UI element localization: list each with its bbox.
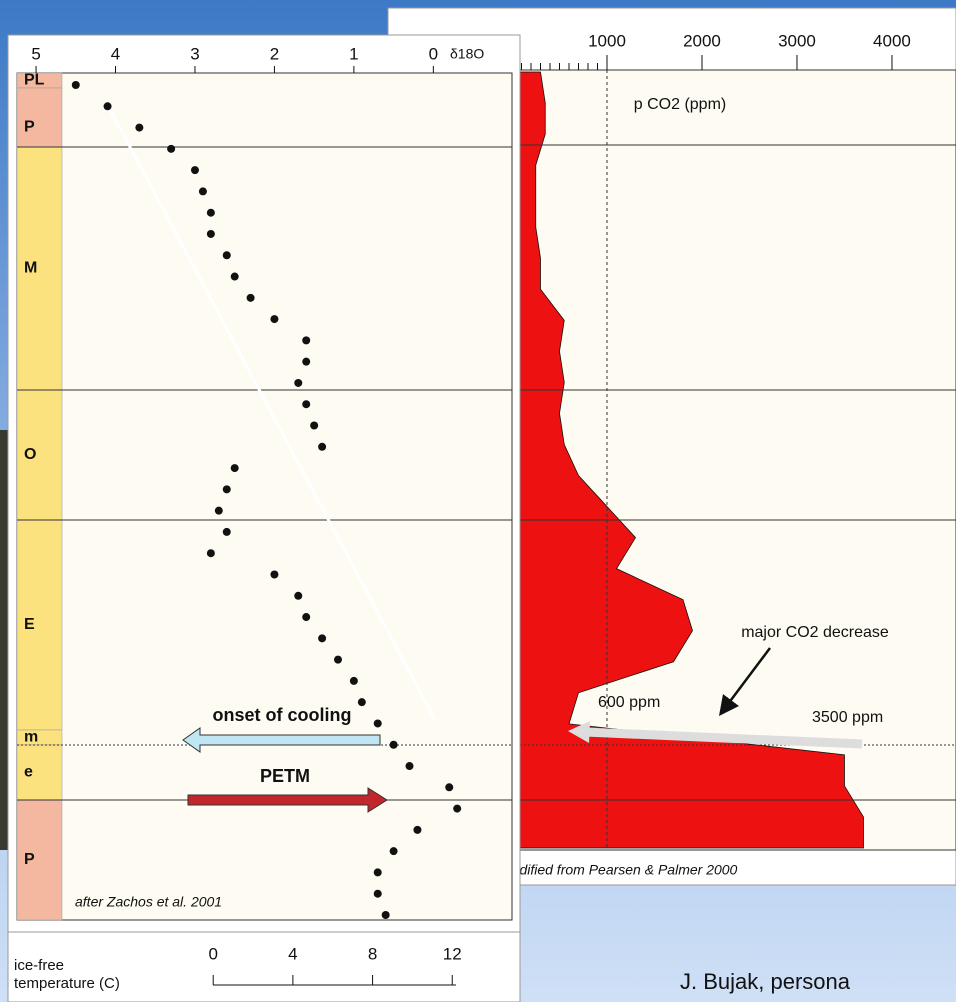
arrow bbox=[584, 727, 863, 749]
epoch-band bbox=[16, 87, 63, 148]
axis-label: p CO2 (ppm) bbox=[634, 96, 726, 113]
x-tick-label: 4000 bbox=[873, 31, 911, 50]
data-dot bbox=[389, 847, 398, 856]
data-dot bbox=[302, 400, 311, 409]
axis-caption: δ18O bbox=[450, 46, 484, 62]
data-dot bbox=[302, 357, 311, 366]
credit: after Zachos et al. 2001 bbox=[75, 894, 222, 910]
data-dot bbox=[445, 783, 454, 792]
cooling-arrow bbox=[182, 727, 381, 753]
data-dot bbox=[333, 655, 342, 664]
x-tick-label: 1000 bbox=[588, 31, 626, 50]
data-dot bbox=[302, 613, 311, 622]
x-tick-label: 3000 bbox=[778, 31, 816, 50]
data-dot bbox=[206, 208, 215, 217]
data-dot bbox=[373, 889, 382, 898]
data-dot bbox=[222, 485, 231, 494]
x-tick-label: 4 bbox=[111, 44, 120, 63]
epoch-band bbox=[16, 146, 63, 391]
data-dot bbox=[103, 102, 112, 111]
epoch-label: e bbox=[24, 764, 33, 781]
annotation: 600 ppm bbox=[598, 694, 660, 711]
data-dot bbox=[405, 762, 414, 771]
epoch-label: P bbox=[24, 851, 35, 868]
epoch-label: E bbox=[24, 616, 35, 633]
footer: J. Bujak, persona bbox=[680, 969, 851, 994]
epoch-label: P bbox=[24, 119, 35, 136]
x2-tick-label: 8 bbox=[368, 944, 377, 963]
annotation: 3500 ppm bbox=[812, 709, 883, 726]
credit: modified from Pearsen & Palmer 2000 bbox=[500, 862, 738, 878]
annotation: PETM bbox=[260, 766, 310, 786]
data-dot bbox=[413, 825, 422, 834]
data-dot bbox=[230, 464, 239, 473]
x2-tick-label: 0 bbox=[208, 944, 217, 963]
epoch-band bbox=[16, 744, 63, 801]
data-dot bbox=[167, 144, 176, 153]
epoch-label: m bbox=[24, 729, 38, 746]
x-tick-label: 1 bbox=[349, 44, 358, 63]
plot-frame bbox=[16, 72, 513, 921]
axis2-label: temperature (C) bbox=[14, 975, 120, 992]
data-dot bbox=[318, 634, 327, 643]
data-dot bbox=[389, 740, 398, 749]
axis2-label: ice-free bbox=[14, 957, 64, 974]
petm-arrow bbox=[187, 787, 388, 813]
epoch-band bbox=[16, 799, 63, 921]
data-dot bbox=[206, 549, 215, 558]
x-tick-label: 2000 bbox=[683, 31, 721, 50]
arrow-head bbox=[568, 721, 590, 743]
data-dot bbox=[318, 442, 327, 451]
data-dot bbox=[357, 698, 366, 707]
epoch-label: O bbox=[24, 446, 36, 463]
photo-edge bbox=[0, 430, 8, 850]
data-dot bbox=[453, 804, 462, 813]
d18o-figure: PL P M O Em e P 5 4 3 2 1 0 δ18O onset of cooling PETM a… bbox=[7, 34, 521, 1002]
annotation: major CO2 decrease bbox=[741, 624, 889, 641]
x-tick-label: 3 bbox=[190, 44, 199, 63]
x2-tick-label: 4 bbox=[288, 944, 297, 963]
data-dot bbox=[381, 911, 390, 919]
trend-line bbox=[103, 99, 437, 721]
epoch-label: PL bbox=[24, 72, 45, 89]
data-dot bbox=[190, 166, 199, 175]
data-dot bbox=[222, 251, 231, 260]
data-dot bbox=[71, 81, 80, 89]
x2-tick-label: 12 bbox=[443, 944, 462, 963]
plot-frame bbox=[511, 69, 956, 851]
annotation: onset of cooling bbox=[213, 705, 352, 725]
co2-area bbox=[511, 71, 864, 849]
data-dot bbox=[294, 378, 303, 387]
data-dot bbox=[302, 336, 311, 345]
x-tick-label: 5 bbox=[31, 44, 40, 63]
data-dot bbox=[206, 229, 215, 238]
data-dot bbox=[198, 187, 207, 196]
data-dot bbox=[373, 868, 382, 877]
data-dot bbox=[246, 293, 255, 302]
data-dot bbox=[135, 123, 144, 132]
data-dot bbox=[294, 591, 303, 600]
data-dot bbox=[349, 676, 358, 685]
epoch-label: M bbox=[24, 260, 37, 277]
arrow bbox=[719, 647, 771, 716]
data-dot bbox=[270, 570, 279, 579]
data-dot bbox=[222, 527, 231, 536]
epoch-band bbox=[16, 389, 63, 521]
x-tick-label: 0 bbox=[429, 44, 438, 63]
data-dot bbox=[310, 421, 319, 430]
data-dot bbox=[270, 315, 279, 324]
data-dot bbox=[373, 719, 382, 728]
x-tick-label: 2 bbox=[270, 44, 279, 63]
data-dot bbox=[230, 272, 239, 281]
data-dot bbox=[214, 506, 223, 515]
